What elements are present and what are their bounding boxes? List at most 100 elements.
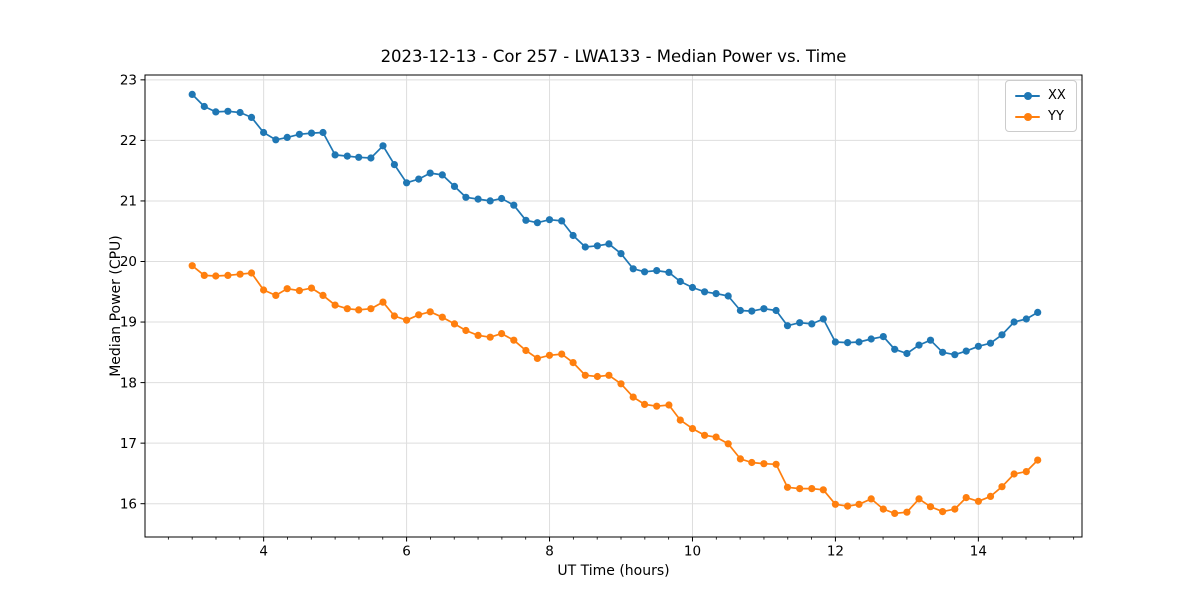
y-tick-label: 19 (120, 315, 137, 331)
data-point-XX (891, 345, 899, 353)
data-point-XX (355, 153, 363, 161)
series-XX-line (191, 93, 1039, 356)
data-point-XX (951, 351, 959, 359)
data-point-XX (748, 307, 756, 315)
data-point-YY (522, 346, 530, 355)
data-point-XX (367, 154, 375, 162)
data-point-YY (1034, 456, 1042, 464)
data-point-XX (796, 319, 804, 327)
data-point-YY (844, 502, 852, 510)
data-point-YY (783, 483, 792, 491)
data-point-XX (915, 341, 923, 349)
data-point-YY (748, 458, 756, 467)
chart-title: 2023-12-13 - Cor 257 - LWA133 - Median P… (380, 47, 847, 66)
data-point-YY (403, 316, 411, 324)
data-point-YY (724, 440, 732, 448)
data-point-YY (486, 333, 494, 341)
data-point-XX (438, 171, 446, 179)
data-point-YY (998, 483, 1006, 491)
data-point-XX (283, 133, 291, 141)
legend-item-xx: XX (1015, 87, 1066, 104)
data-point-YY (260, 286, 268, 294)
data-point-XX (415, 175, 423, 183)
data-point-YY (808, 485, 816, 493)
series-XX-markers (188, 90, 1042, 359)
data-point-YY (343, 305, 351, 313)
data-point-XX (665, 268, 673, 276)
data-point-XX (676, 277, 684, 286)
x-tick-label: 12 (827, 544, 844, 560)
data-point-XX (808, 320, 816, 328)
data-point-XX (462, 193, 470, 201)
data-point-XX (772, 306, 780, 315)
data-point-YY (498, 330, 506, 338)
data-point-XX (379, 142, 387, 150)
data-point-YY (629, 393, 637, 401)
data-point-XX (236, 108, 244, 117)
data-point-YY (701, 431, 709, 439)
data-point-YY (951, 505, 959, 513)
y-tick-label: 21 (120, 194, 137, 210)
data-point-YY (772, 460, 780, 468)
data-point-YY (617, 380, 625, 388)
x-tick-label: 14 (970, 544, 987, 560)
data-point-XX (200, 102, 208, 111)
data-point-XX (581, 243, 589, 251)
data-point-YY (819, 486, 827, 494)
data-point-XX (736, 306, 745, 315)
data-point-XX (545, 216, 554, 224)
data-point-YY (641, 400, 649, 408)
data-point-XX (724, 292, 732, 300)
x-axis-label: UT Time (hours) (557, 563, 670, 579)
data-point-XX (343, 152, 351, 160)
y-tick-label: 20 (120, 254, 137, 270)
legend-label-yy: YY (1048, 109, 1064, 124)
data-point-XX (533, 219, 542, 227)
x-tick-label: 4 (259, 544, 268, 560)
x-tick-label: 6 (402, 544, 411, 560)
y-tick-label: 17 (120, 436, 137, 452)
data-point-YY (688, 425, 697, 433)
data-point-XX (641, 268, 649, 276)
data-point-XX (224, 107, 232, 115)
data-point-XX (867, 335, 875, 343)
legend-swatch-xx (1015, 87, 1040, 104)
data-point-XX (450, 182, 459, 190)
data-point-YY (581, 371, 589, 379)
y-tick-label: 23 (120, 73, 137, 89)
data-point-YY (283, 285, 291, 293)
data-point-XX (295, 130, 303, 138)
data-point-XX (879, 333, 887, 341)
data-point-XX (498, 194, 506, 203)
data-point-YY (331, 301, 339, 309)
data-point-YY (760, 460, 768, 468)
data-point-XX (593, 242, 602, 250)
data-point-YY (712, 433, 720, 441)
data-point-XX (712, 290, 720, 298)
data-point-XX (212, 108, 220, 116)
data-point-YY (569, 359, 577, 367)
data-point-XX (939, 348, 947, 356)
data-point-XX (903, 349, 911, 358)
data-point-YY (926, 503, 935, 511)
data-point-XX (701, 288, 709, 296)
data-point-XX (855, 338, 863, 346)
data-point-XX (653, 267, 661, 275)
y-tick-label: 16 (120, 496, 137, 512)
data-point-XX (760, 305, 768, 313)
data-point-XX (962, 347, 970, 355)
data-point-XX (426, 169, 434, 177)
data-point-XX (522, 216, 530, 224)
data-point-XX (260, 128, 268, 137)
series-YY-line (191, 264, 1039, 515)
data-point-XX (486, 197, 494, 205)
data-point-YY (1010, 470, 1018, 478)
data-point-YY (939, 508, 947, 516)
data-point-YY (200, 271, 208, 279)
legend-marker-icon-xx (1023, 91, 1032, 100)
data-point-YY (879, 505, 887, 513)
data-point-YY (986, 492, 995, 500)
data-point-XX (998, 331, 1006, 339)
legend: XX YY (1005, 80, 1077, 132)
data-point-YY (474, 331, 482, 339)
